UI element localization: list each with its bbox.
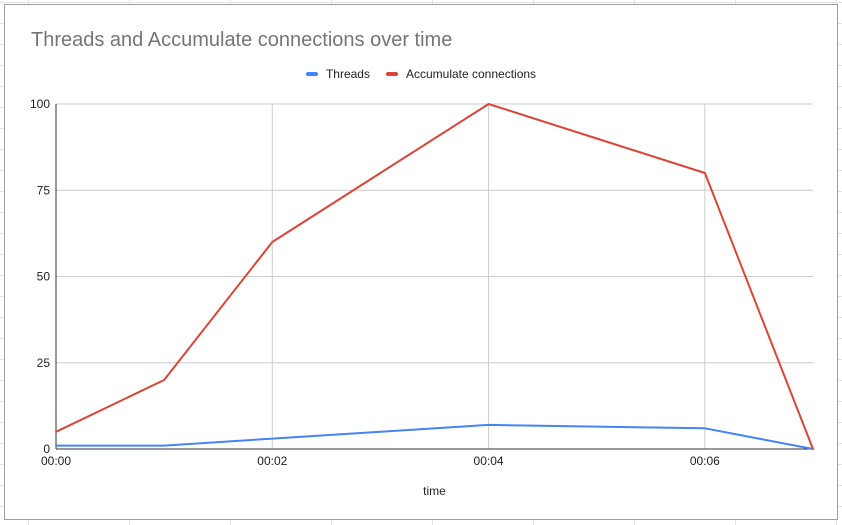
y-tick-label-75: 75 bbox=[37, 183, 51, 197]
series-line-accumulate-connections[interactable] bbox=[55, 103, 814, 450]
y-tick-label-0: 0 bbox=[43, 442, 50, 456]
x-tick-label-00:06: 00:06 bbox=[690, 454, 720, 468]
y-tick-label-50: 50 bbox=[37, 270, 51, 284]
legend-swatch-accumulate-connections bbox=[385, 72, 398, 76]
legend-item-threads[interactable]: Threads bbox=[305, 67, 370, 81]
legend-item-accumulate-connections[interactable]: Accumulate connections bbox=[385, 67, 537, 81]
x-tick-label-00:02: 00:02 bbox=[257, 454, 287, 468]
x-tick-label-00:00: 00:00 bbox=[41, 454, 71, 468]
legend-label-threads: Threads bbox=[325, 67, 370, 81]
chart-card[interactable]: Threads and Accumulate connections over … bbox=[4, 4, 838, 520]
y-tick-label-25: 25 bbox=[37, 356, 51, 370]
chart-legend: Threads Accumulate connections bbox=[5, 67, 837, 81]
legend-label-accumulate-connections: Accumulate connections bbox=[405, 67, 537, 81]
legend-swatch-threads bbox=[305, 72, 318, 76]
chart-title: Threads and Accumulate connections over … bbox=[31, 29, 453, 51]
plot-area: 0 25 50 75 100 00:00 00:02 00:04 00:06 time bbox=[30, 97, 814, 498]
x-axis-title: time bbox=[423, 484, 446, 498]
series-line-threads[interactable] bbox=[55, 423, 814, 450]
y-tick-label-100: 100 bbox=[30, 97, 50, 111]
x-tick-label-00:04: 00:04 bbox=[474, 454, 504, 468]
